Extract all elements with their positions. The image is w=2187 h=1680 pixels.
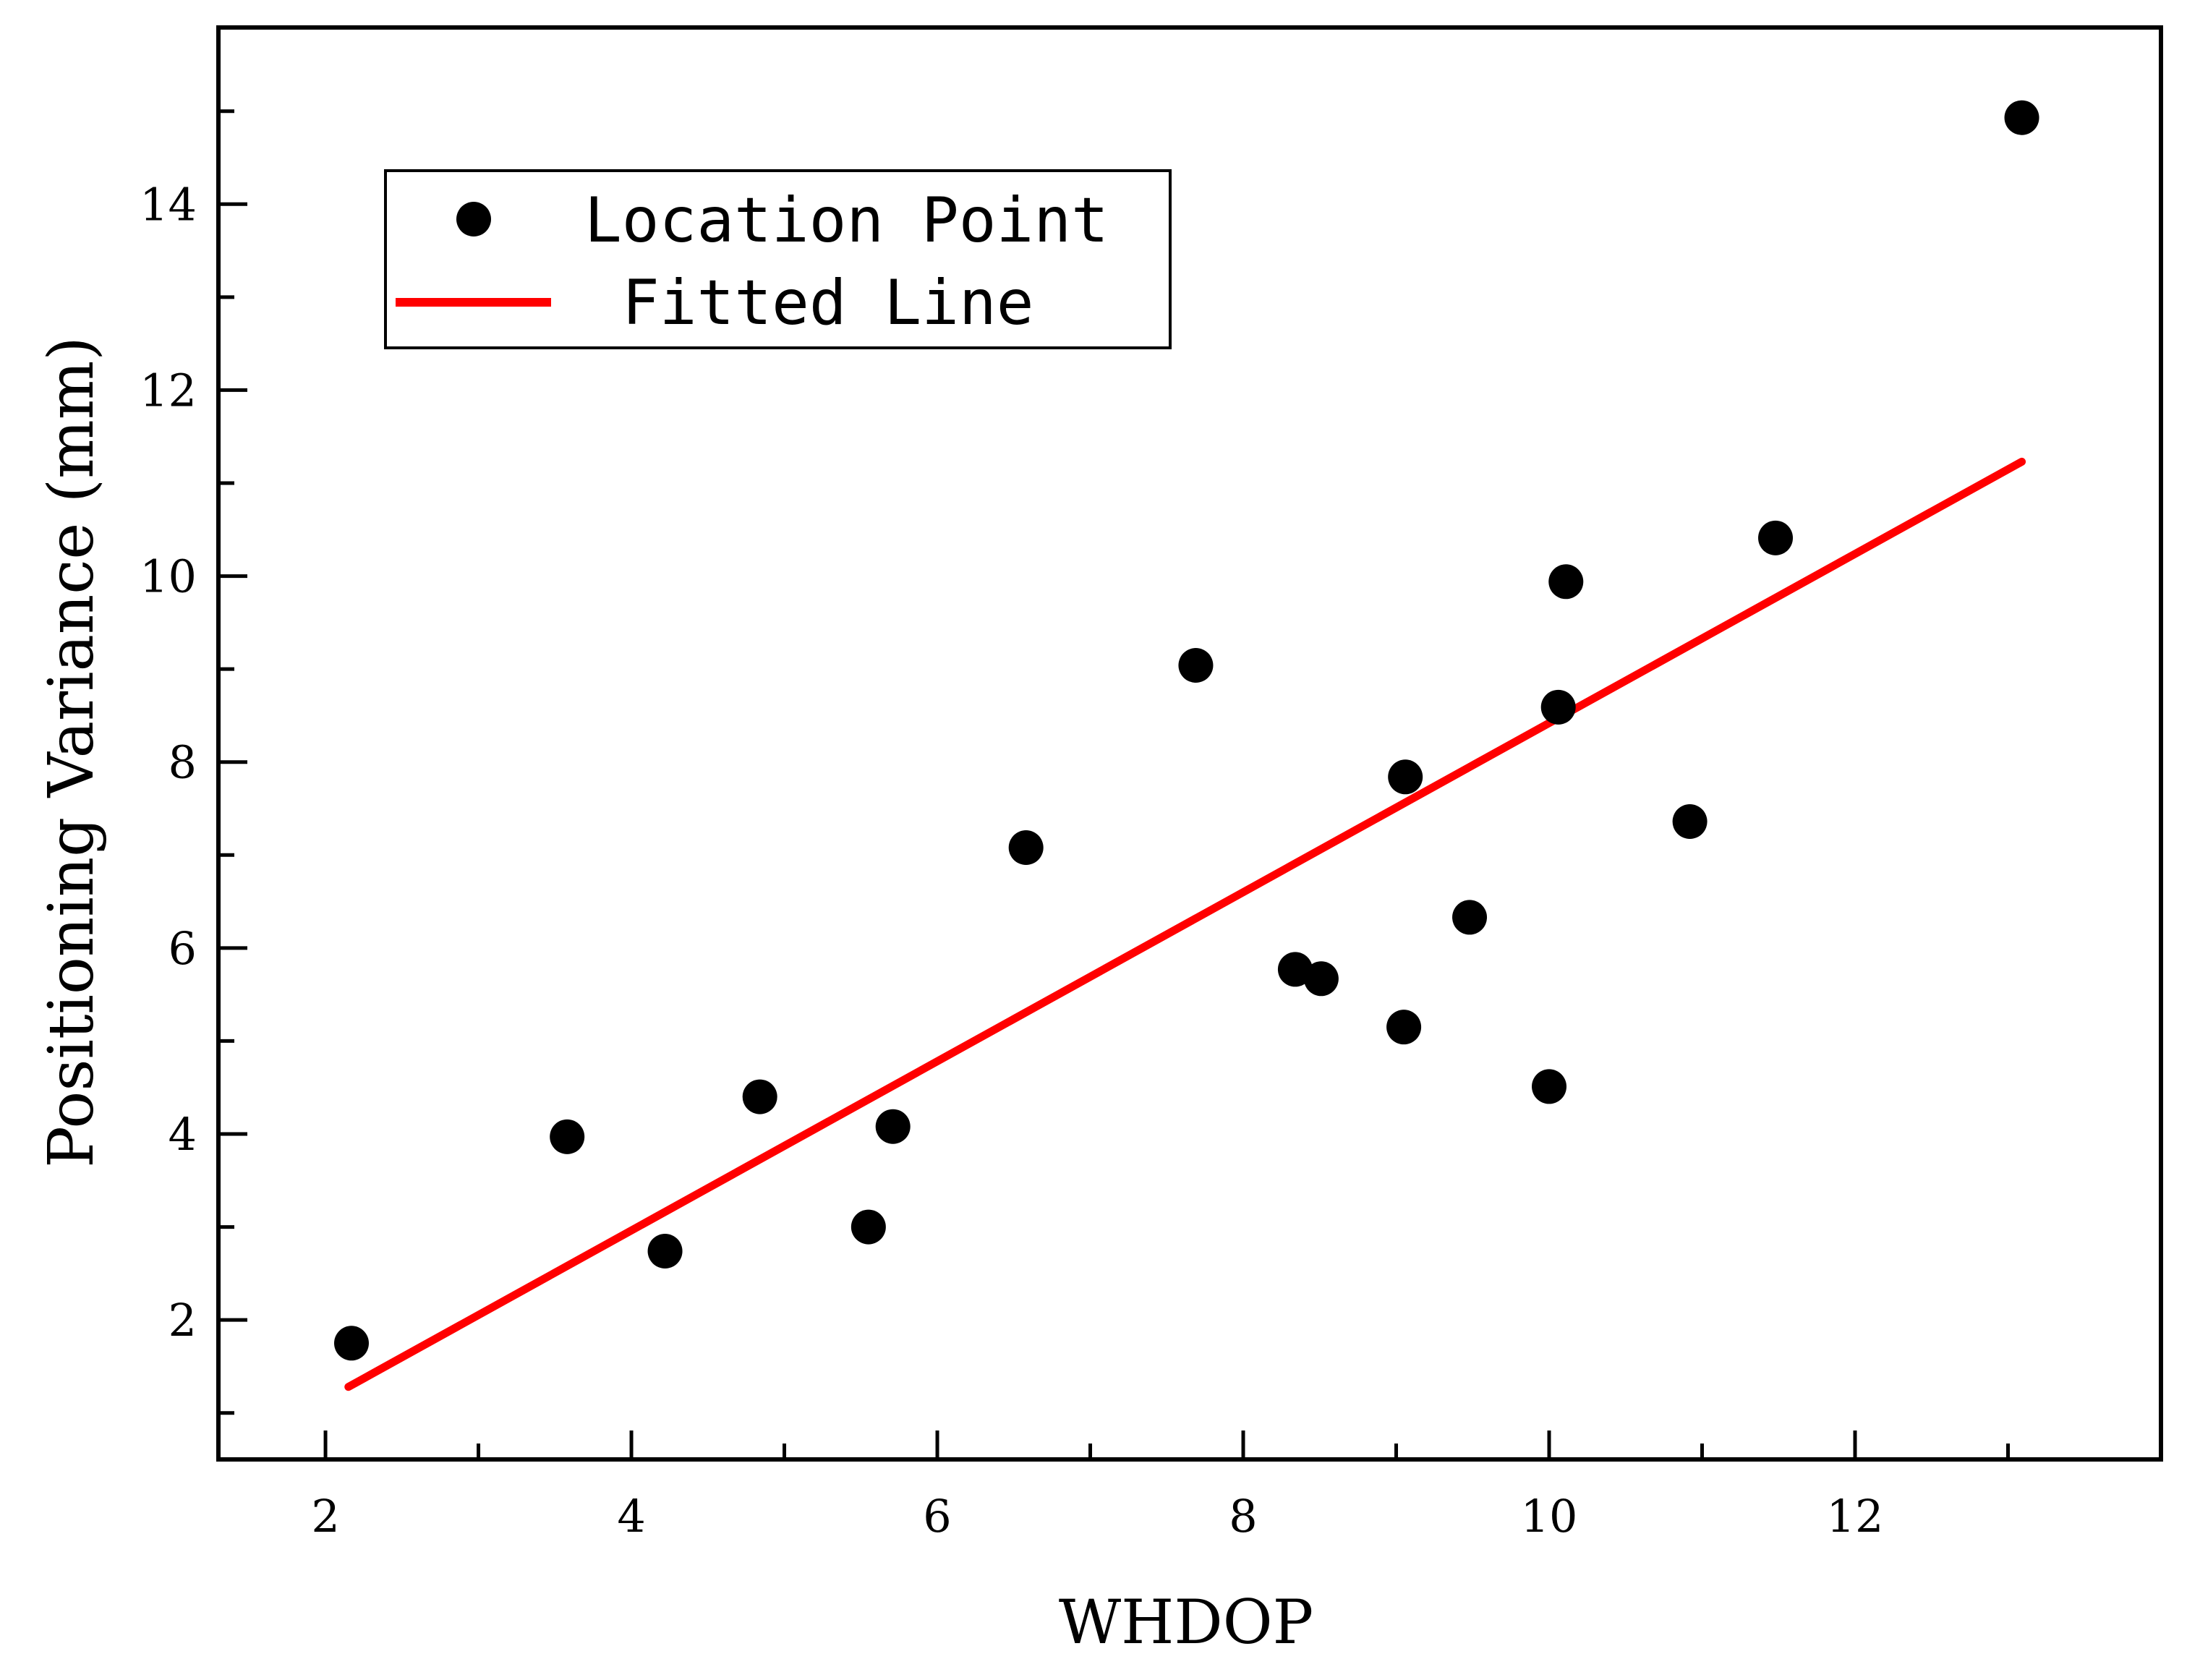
fitted-line-layer [344,457,2026,1391]
location-point [647,1234,683,1268]
location-point [1386,1010,1422,1045]
x-tick-label: 2 [311,1490,339,1543]
location-point [1178,648,1214,683]
location-point [1303,961,1339,997]
y-tick-label: 12 [140,364,197,417]
x-tick-label: 6 [923,1490,951,1543]
location-point [1540,689,1576,725]
y-axis-label: Positioning Variance (mm) [35,336,108,1168]
legend-label-fitted-line: Fitted Line [622,267,1034,339]
legend: Location Point Fitted Line [384,169,1172,349]
location-point [550,1119,585,1154]
y-tick-label: 4 [169,1108,197,1161]
y-tick-label: 10 [140,550,197,603]
location-point [742,1079,777,1114]
location-point [1758,520,1794,555]
y-tick-label: 6 [169,922,197,975]
location-point [1532,1069,1567,1104]
y-tick-label: 8 [169,736,197,789]
axes: 2 4 6 8 10 12 2 4 6 8 10 12 14 [140,25,2163,1543]
x-tick-label: 12 [1827,1490,1884,1543]
x-tick-label: 8 [1229,1490,1257,1543]
x-tick-label: 4 [617,1490,645,1543]
x-axis-label: WHDOP [1059,1587,1313,1658]
location-point [850,1209,886,1245]
location-point [334,1326,370,1361]
location-point [1388,759,1423,795]
fitted-line [344,457,2026,1391]
location-point [875,1109,911,1144]
location-point [1008,830,1044,865]
location-point [2004,100,2039,135]
plot-frame [216,25,2163,1462]
y-tick-label: 2 [169,1294,197,1347]
legend-label-location-point: Location Point [584,184,1109,257]
legend-point-marker [456,202,491,236]
legend-box [384,169,1172,349]
points-layer [334,100,2039,1361]
x-tick-label: 10 [1521,1490,1578,1543]
location-point [1452,900,1488,935]
location-point [1672,804,1708,839]
y-tick-label: 14 [140,178,197,231]
location-point [1548,564,1584,600]
